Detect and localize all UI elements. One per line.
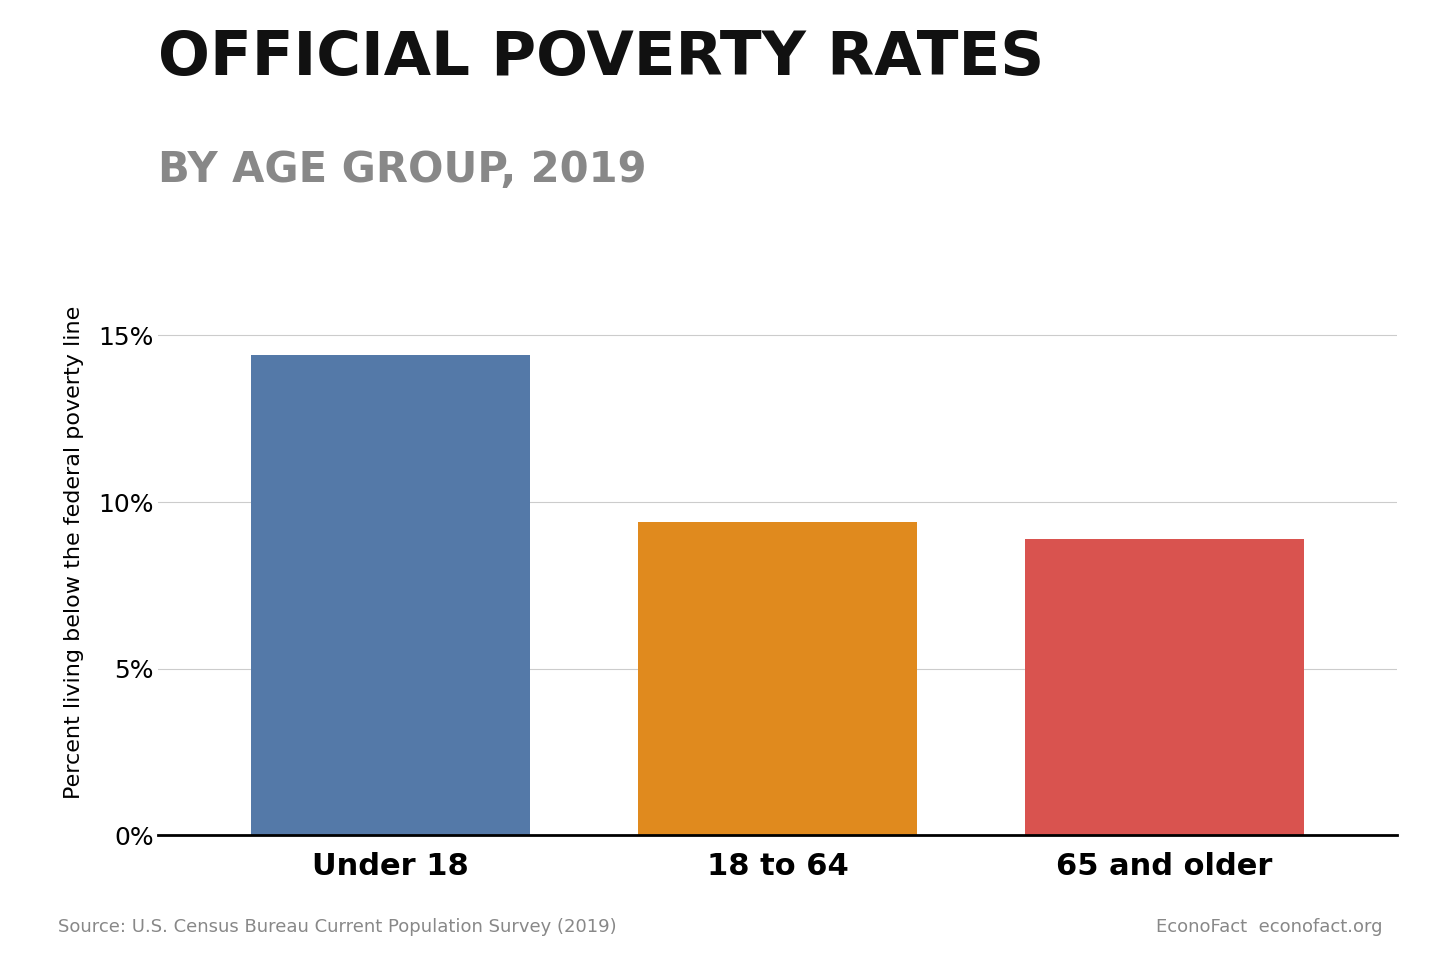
Bar xyxy=(1025,539,1305,835)
Bar xyxy=(638,522,917,835)
Text: BY AGE GROUP, 2019: BY AGE GROUP, 2019 xyxy=(158,149,647,191)
Bar xyxy=(252,355,530,835)
Y-axis label: Percent living below the federal poverty line: Percent living below the federal poverty… xyxy=(65,305,84,799)
Text: EconoFact  econofact.org: EconoFact econofact.org xyxy=(1156,918,1382,936)
Text: Source: U.S. Census Bureau Current Population Survey (2019): Source: U.S. Census Bureau Current Popul… xyxy=(58,918,616,936)
Text: OFFICIAL POVERTY RATES: OFFICIAL POVERTY RATES xyxy=(158,29,1044,87)
